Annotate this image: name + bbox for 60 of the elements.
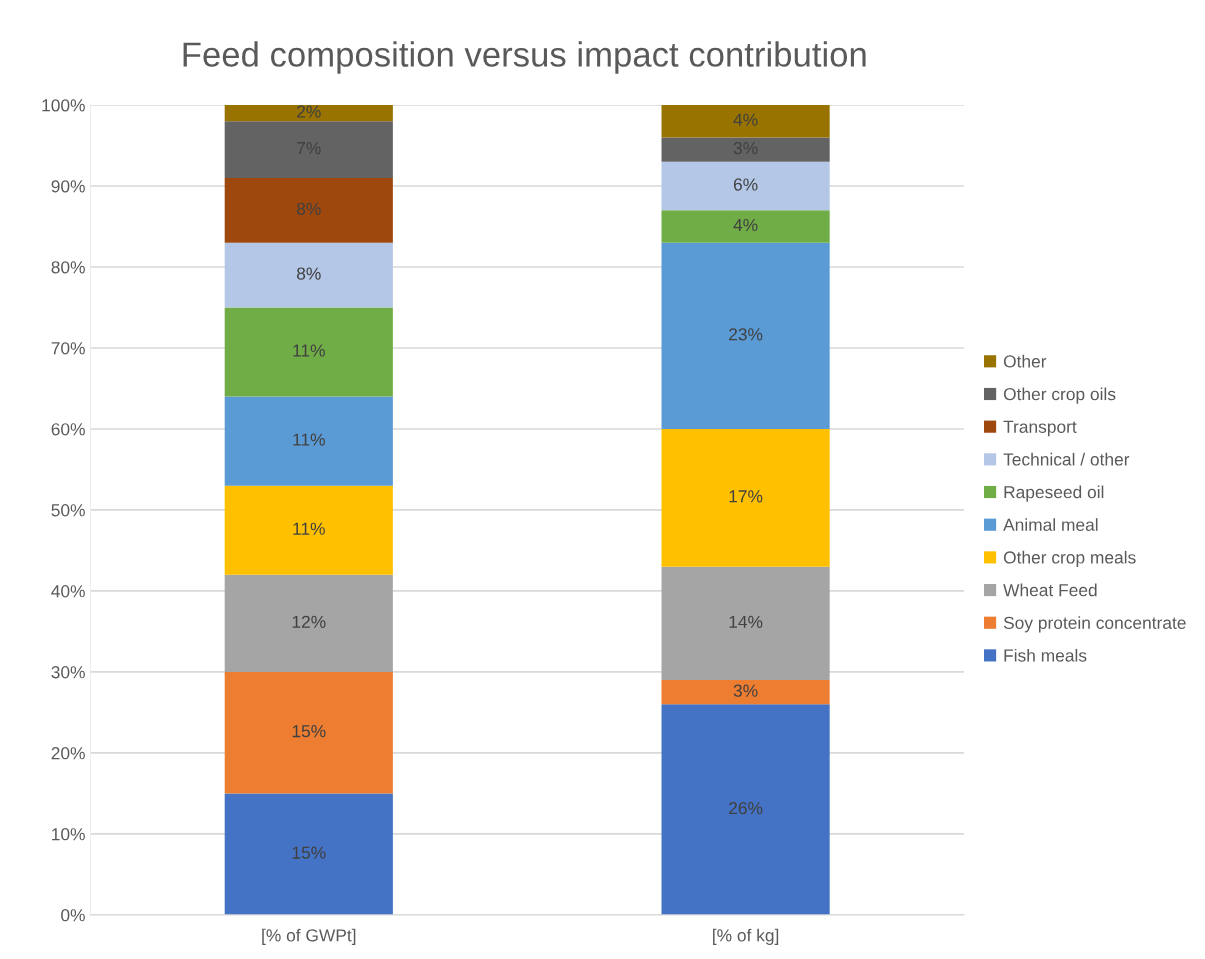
bar <box>661 161 830 211</box>
x-tick-label: [% of kg] <box>713 928 779 945</box>
chart-title: Feed composition versus impact contribution <box>183 41 866 74</box>
bar <box>224 485 393 575</box>
bar <box>224 793 393 915</box>
y-tick-label: 40% <box>51 585 85 598</box>
legend-label: Animal meal <box>1003 518 1098 531</box>
y-tick-label: 0% <box>61 909 85 922</box>
data-label: 26% <box>729 801 763 815</box>
y-tick-label: 100% <box>42 99 85 112</box>
bar <box>224 105 393 122</box>
y-tick-label: 50% <box>51 504 85 517</box>
data-label: 8% <box>296 202 321 215</box>
bar <box>661 242 830 429</box>
data-label: 14% <box>729 615 763 628</box>
y-tick-label: 90% <box>51 180 85 193</box>
legend-label: Rapeseed oil <box>1004 485 1104 502</box>
y-tick-label: 80% <box>51 261 85 274</box>
legend-label: Transport <box>1003 420 1077 437</box>
bar <box>661 704 830 915</box>
legend-label: Other crop oils <box>1003 387 1116 404</box>
bar <box>661 680 830 705</box>
data-label: 11% <box>293 344 325 357</box>
bar <box>661 428 830 567</box>
bar <box>661 566 830 681</box>
x-tick-label: [% of GWPt] <box>262 928 356 945</box>
bar <box>224 396 393 486</box>
legend-label: Wheat Feed <box>1003 583 1097 597</box>
bar <box>661 210 830 243</box>
data-label: 17% <box>729 490 763 503</box>
bar <box>224 307 393 397</box>
y-tick-label: 20% <box>51 747 85 760</box>
bar <box>224 121 393 178</box>
legend-label: Other crop meals <box>1003 550 1136 568</box>
data-label: 15% <box>292 725 326 738</box>
legend-label: Soy protein concentrate <box>1003 616 1186 633</box>
data-label: 4% <box>733 218 758 232</box>
y-tick-label: 70% <box>51 342 85 355</box>
bar <box>224 242 393 308</box>
legend-label: Fish meals <box>1004 648 1087 662</box>
data-label: 2% <box>297 105 321 118</box>
bar <box>224 574 393 672</box>
data-label: 23% <box>729 328 763 341</box>
bar <box>224 177 393 243</box>
bar <box>661 137 830 162</box>
legend-label: Other <box>1003 354 1047 368</box>
bar <box>224 671 393 794</box>
bar <box>661 105 830 138</box>
y-tick-label: 60% <box>51 423 85 436</box>
data-label: 3% <box>733 684 758 697</box>
y-tick-label: 10% <box>52 828 85 841</box>
y-tick-label: 30% <box>51 666 85 679</box>
data-label: 11% <box>293 433 325 446</box>
data-label: 6% <box>733 178 758 191</box>
legend-label: Technical / other <box>1003 452 1130 466</box>
data-label: 8% <box>296 267 321 280</box>
data-label: 15% <box>292 846 326 859</box>
data-label: 12% <box>292 615 326 628</box>
data-label: 11% <box>293 522 325 535</box>
data-label: 4% <box>733 113 758 126</box>
